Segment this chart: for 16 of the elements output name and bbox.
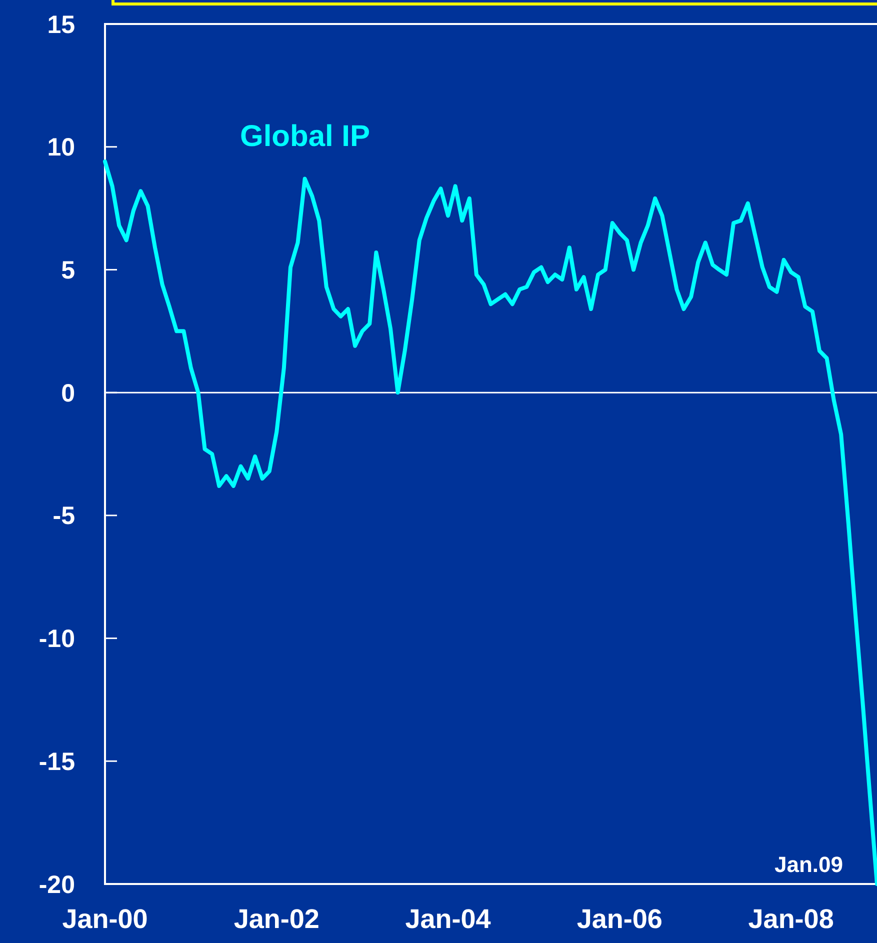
y-tick-label: -5 bbox=[52, 502, 76, 530]
y-tick-label: -15 bbox=[38, 748, 76, 776]
y-tick-label: 15 bbox=[47, 10, 76, 39]
y-tick-label: -10 bbox=[38, 625, 75, 654]
x-tick-label: Jan-06 bbox=[576, 904, 662, 934]
x-tick-label: Jan-02 bbox=[234, 904, 320, 934]
x-tick-label: Jan-08 bbox=[748, 904, 834, 934]
y-tick-label: -20 bbox=[38, 870, 75, 899]
x-tick-label: Jan-00 bbox=[62, 904, 148, 934]
x-tick-label: Jan-04 bbox=[405, 904, 491, 934]
y-tick-label: 10 bbox=[47, 134, 75, 162]
y-tick-label: 0 bbox=[61, 379, 75, 408]
series-label: Global IP bbox=[240, 120, 370, 153]
line-series bbox=[103, 160, 877, 886]
y-tick-label: 5 bbox=[61, 256, 76, 284]
annotation: Jan.09 bbox=[774, 852, 843, 877]
